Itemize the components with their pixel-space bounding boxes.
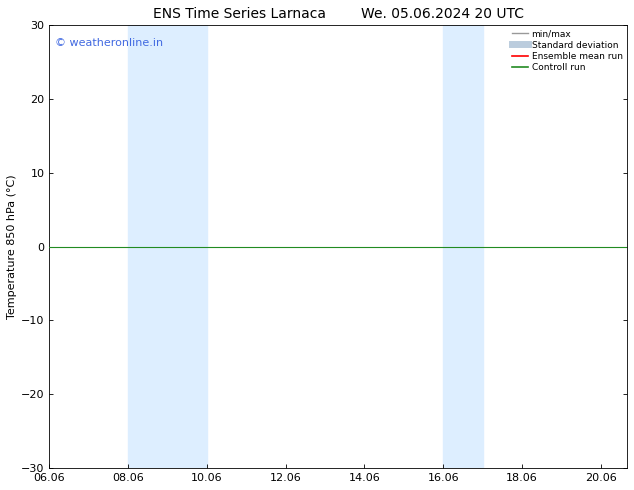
Title: ENS Time Series Larnaca        We. 05.06.2024 20 UTC: ENS Time Series Larnaca We. 05.06.2024 2… (153, 7, 524, 21)
Y-axis label: Temperature 850 hPa (°C): Temperature 850 hPa (°C) (7, 174, 17, 319)
Bar (128, 25, 207, 468)
Text: © weatheronline.in: © weatheronline.in (55, 38, 164, 48)
Legend: min/max, Standard deviation, Ensemble mean run, Controll run: min/max, Standard deviation, Ensemble me… (510, 27, 624, 74)
Bar (443, 25, 482, 468)
